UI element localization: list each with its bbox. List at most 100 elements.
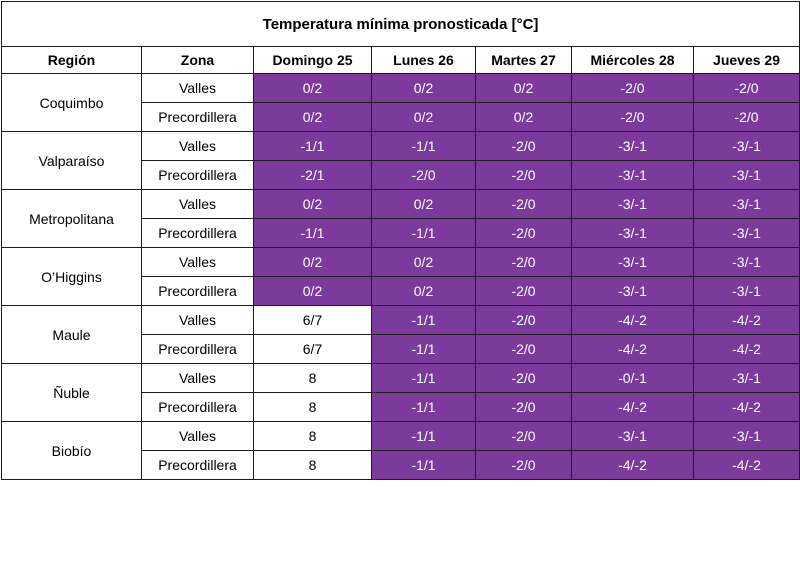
temperature-value: -1/1 [371, 334, 476, 364]
temperature-value: -4/-2 [571, 334, 694, 364]
region-name: Coquimbo [1, 73, 142, 132]
temperature-value: -2/0 [475, 392, 572, 422]
zona-name: Precordillera [141, 334, 254, 364]
zona-name: Precordillera [141, 276, 254, 306]
temperature-value: -3/-1 [571, 247, 694, 277]
table-row: Precordillera 6/7 -1/1 -2/0 -4/-2 -4/-2 [2, 334, 800, 364]
temperature-value: -3/-1 [692, 247, 800, 277]
temperature-value: 8 [253, 392, 372, 422]
table-row: Ñuble Valles 8 -1/1 -2/0 -0/-1 -3/-1 [1, 363, 800, 422]
temperature-value: 8 [253, 450, 372, 480]
temperature-value: -2/0 [371, 160, 476, 190]
temperature-value: -3/-1 [692, 421, 800, 451]
temperature-value: 6/7 [253, 334, 372, 364]
temperature-value: -3/-1 [692, 218, 800, 248]
temperature-value: -2/0 [475, 189, 572, 219]
header-day-5: Jueves 29 [692, 46, 800, 74]
zona-name: Precordillera [141, 450, 254, 480]
header-day-4: Miércoles 28 [571, 46, 694, 74]
table-row: Maule Valles 6/7 -1/1 -2/0 -4/-2 -4/-2 [1, 305, 800, 364]
temperature-value: -3/-1 [692, 160, 800, 190]
temperature-value: -3/-1 [571, 421, 694, 451]
temperature-value: -2/0 [571, 102, 694, 132]
table-row: Precordillera -2/1 -2/0 -2/0 -3/-1 -3/-1 [2, 160, 800, 190]
temperature-value: -4/-2 [571, 392, 694, 422]
temperature-value: -4/-2 [571, 450, 694, 480]
temperature-value: -2/0 [692, 73, 800, 103]
zona-name: Valles [141, 131, 254, 161]
header-zona: Zona [141, 46, 254, 74]
region-name: Ñuble [1, 363, 142, 422]
region-name: O’Higgins [1, 247, 142, 306]
temperature-value: -4/-2 [692, 392, 800, 422]
temperature-value: 8 [253, 363, 372, 393]
forecast-table: Temperatura mínima pronosticada [°C] Reg… [0, 1, 800, 480]
temperature-value: -2/0 [475, 363, 572, 393]
temperature-value: -3/-1 [692, 363, 800, 393]
zona-name: Precordillera [141, 392, 254, 422]
temperature-value: 6/7 [253, 305, 372, 335]
zona-name: Precordillera [141, 102, 254, 132]
zona-name: Valles [141, 73, 254, 103]
temperature-value: 0/2 [253, 102, 372, 132]
temperature-value: -2/0 [475, 131, 572, 161]
table-row: Coquimbo Valles 0/2 0/2 0/2 -2/0 -2/0 [1, 73, 800, 132]
temperature-value: -3/-1 [571, 160, 694, 190]
temperature-value: -3/-1 [571, 189, 694, 219]
temperature-value: -3/-1 [692, 189, 800, 219]
table-row: Precordillera 8 -1/1 -2/0 -4/-2 -4/-2 [2, 392, 800, 422]
zona-name: Valles [141, 421, 254, 451]
zona-name: Precordillera [141, 218, 254, 248]
temperature-value: -1/1 [371, 421, 476, 451]
table-row: O’Higgins Valles 0/2 0/2 -2/0 -3/-1 -3/-1 [1, 247, 800, 306]
temperature-value: -1/1 [371, 218, 476, 248]
temperature-value: 0/2 [371, 102, 476, 132]
header-day-1: Domingo 25 [253, 46, 372, 74]
temperature-value: -2/0 [475, 450, 572, 480]
temperature-value: 0/2 [253, 276, 372, 306]
temperature-value: 0/2 [253, 189, 372, 219]
zona-name: Valles [141, 363, 254, 393]
temperature-value: -4/-2 [692, 450, 800, 480]
temperature-value: -2/0 [475, 276, 572, 306]
table-row: Precordillera 0/2 0/2 -2/0 -3/-1 -3/-1 [2, 276, 800, 306]
zona-name: Valles [141, 247, 254, 277]
temperature-value: -3/-1 [692, 276, 800, 306]
temperature-value: -1/1 [371, 305, 476, 335]
temperature-value: 0/2 [253, 247, 372, 277]
header-region: Región [1, 46, 142, 74]
region-name: Biobío [1, 421, 142, 480]
temperature-value: -1/1 [371, 450, 476, 480]
temperature-value: -2/0 [571, 73, 694, 103]
table-title: Temperatura mínima pronosticada [°C] [0, 1, 800, 47]
region-name: Maule [1, 305, 142, 364]
temperature-value: 0/2 [371, 73, 476, 103]
temperature-value: -2/0 [475, 334, 572, 364]
temperature-value: 0/2 [371, 276, 476, 306]
temperature-value: -0/-1 [571, 363, 694, 393]
header-day-3: Martes 27 [475, 46, 572, 74]
temperature-value: -2/1 [253, 160, 372, 190]
temperature-value: 0/2 [475, 102, 572, 132]
header-day-2: Lunes 26 [371, 46, 476, 74]
temperature-value: -1/1 [371, 363, 476, 393]
temperature-value: -3/-1 [571, 276, 694, 306]
zona-name: Precordillera [141, 160, 254, 190]
temperature-value: 0/2 [371, 189, 476, 219]
temperature-value: -1/1 [253, 131, 372, 161]
zona-name: Valles [141, 189, 254, 219]
temperature-value: 0/2 [475, 73, 572, 103]
table-row: Metropolitana Valles 0/2 0/2 -2/0 -3/-1 -3/-1 [1, 189, 800, 248]
temperature-value: -2/0 [475, 218, 572, 248]
temperature-value: -1/1 [371, 392, 476, 422]
table-row: Precordillera 0/2 0/2 0/2 -2/0 -2/0 [2, 102, 800, 132]
temperature-value: -2/0 [692, 102, 800, 132]
temperature-value: -3/-1 [571, 131, 694, 161]
temperature-value: 0/2 [253, 73, 372, 103]
temperature-value: -2/0 [475, 247, 572, 277]
temperature-value: -1/1 [371, 131, 476, 161]
temperature-value: 8 [253, 421, 372, 451]
table-body: Coquimbo Valles 0/2 0/2 0/2 -2/0 -2/0 Precordil… [1, 73, 800, 480]
temperature-value: -4/-2 [692, 305, 800, 335]
table-row: Valparaíso Valles -1/1 -1/1 -2/0 -3/-1 -3/-1 [1, 131, 800, 190]
